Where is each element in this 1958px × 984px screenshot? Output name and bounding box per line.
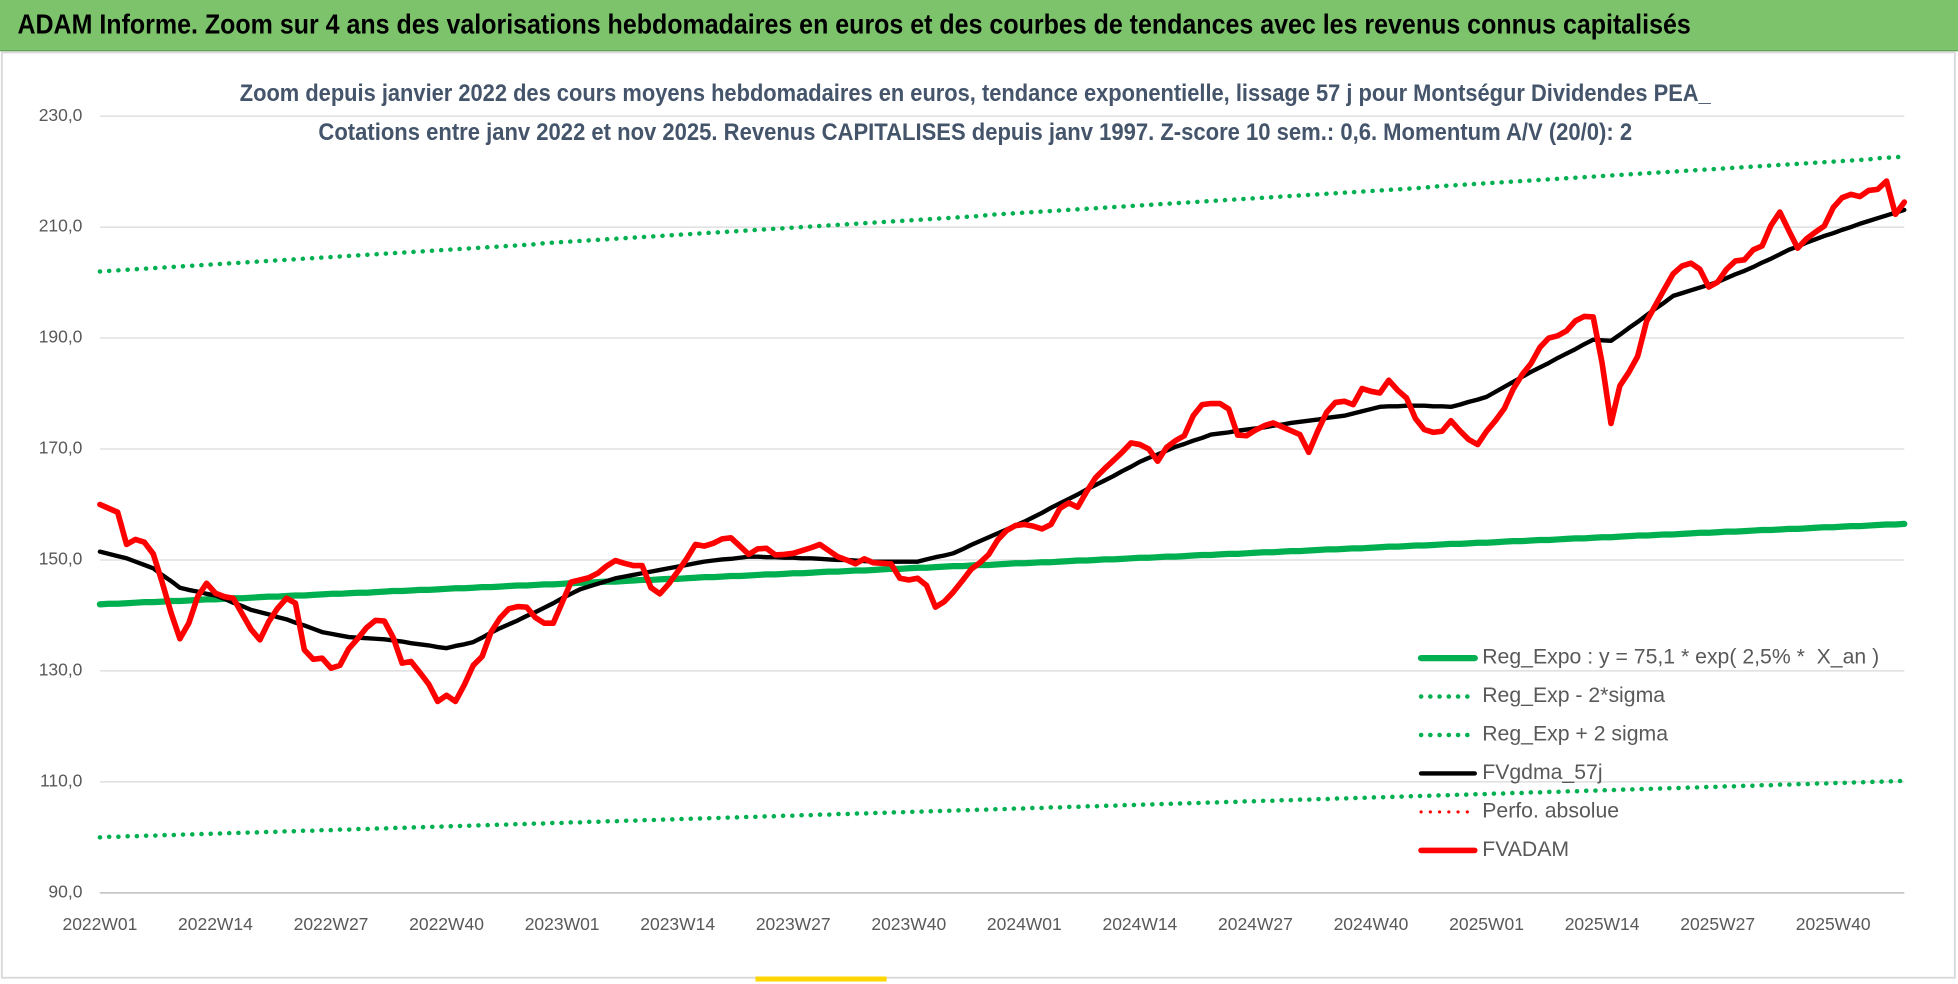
x-tick-label: 2025W27 [1680,914,1755,934]
x-tick-label: 2023W01 [525,914,600,934]
y-tick-label: 90,0 [48,881,82,901]
y-tick-label: 110,0 [40,771,83,791]
x-tick-label: 2025W14 [1565,914,1640,934]
legend-label: Reg_Exp + 2 sigma [1482,723,1668,746]
bottom-marker [755,976,887,982]
legend-label: Perfo. absolue [1482,800,1619,823]
y-tick-label: 190,0 [39,327,83,347]
legend-label: Reg_Exp - 2*sigma [1482,684,1665,707]
series-line [96,520,1908,608]
y-tick-label: 210,0 [39,216,83,236]
y-tick-label: 150,0 [39,549,83,569]
header-title: ADAM Informe. Zoom sur 4 ans des valoris… [17,8,1690,39]
x-tick-label: 2022W14 [178,914,253,934]
x-tick-label: 2024W01 [987,914,1062,934]
x-tick-label: 2022W27 [294,914,369,934]
y-tick-label: 130,0 [39,660,83,680]
x-tick-label: 2024W27 [1218,914,1293,934]
x-tick-label: 2023W40 [871,914,946,934]
x-tick-label: 2024W14 [1102,914,1177,934]
series-line [97,154,1907,274]
y-tick-label: 170,0 [39,438,83,458]
x-tick-label: 2023W27 [756,914,831,934]
x-tick-label: 2025W01 [1449,914,1524,934]
chart-frame [0,51,1956,979]
series-line [97,778,1907,840]
series-line [97,178,1908,705]
x-tick-label: 2022W01 [63,914,138,934]
x-tick-label: 2023W14 [640,914,715,934]
legend-label: Reg_Expo : y = 75,1 * exp( 2,5% * X_an ) [1482,646,1879,669]
y-tick-label: 230,0 [39,105,83,125]
x-tick-label: 2022W40 [409,914,484,934]
chart-title: Zoom depuis janvier 2022 des cours moyen… [240,81,1712,107]
legend-label: FVgdma_57j [1482,761,1602,784]
chart-subtitle: Cotations entre janv 2022 et nov 2025. R… [318,120,1632,146]
header-bar [0,0,1958,50]
x-tick-label: 2025W40 [1796,914,1871,934]
x-tick-label: 2024W40 [1334,914,1409,934]
legend-label: FVADAM [1482,838,1569,861]
